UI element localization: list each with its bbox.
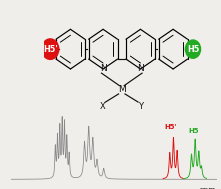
Text: H5': H5' [43,45,57,54]
Text: H5': H5' [165,124,177,130]
Text: X: X [100,102,106,111]
Text: N: N [137,64,144,74]
Circle shape [41,38,59,60]
Text: N: N [100,64,107,74]
Text: Y: Y [138,102,143,111]
Circle shape [185,39,201,59]
Text: M: M [118,85,126,94]
Text: ppm: ppm [199,187,215,189]
Text: H5: H5 [187,45,199,54]
Text: H5: H5 [188,128,198,134]
